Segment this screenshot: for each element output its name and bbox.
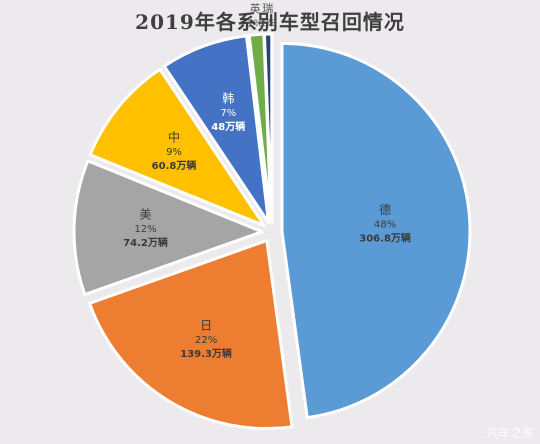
chart-title: 2019年各系别车型召回情况 [135, 10, 405, 34]
slice-label-name: 瑞 [262, 1, 273, 15]
slice-label-amount: 74.2万辆 [123, 236, 168, 249]
slice-label-percent: 12% [134, 224, 156, 235]
slice-label-percent: 1% [260, 18, 276, 29]
slice-label-name: 中 [168, 129, 180, 144]
slice-label-name: 美 [139, 208, 151, 222]
pie-slice-group [72, 159, 264, 297]
pie-slice-group [88, 67, 266, 228]
pie-slice [72, 159, 264, 297]
pie-slice [162, 34, 271, 225]
slice-label-name: 韩 [222, 91, 234, 106]
slice-label-percent: 48% [374, 219, 396, 230]
pie-slice-group [280, 41, 472, 420]
pie-slice [262, 32, 274, 224]
slice-label-percent: 9% [166, 147, 182, 158]
slice-label-amount: 48万辆 [211, 120, 245, 133]
pie-slice-group [162, 34, 271, 225]
watermark: 汽车之家 [485, 426, 534, 440]
slice-label-percent: 1% [247, 19, 263, 30]
slice-label-name: 英 [250, 2, 261, 16]
slice-label-name: 德 [379, 202, 391, 217]
slice-label-percent: 7% [220, 108, 236, 119]
slice-label-percent: 22% [195, 335, 217, 346]
slice-label-name: 日 [200, 319, 212, 333]
slice-label-amount: 306.8万辆 [359, 231, 411, 244]
pie-slice [88, 67, 266, 228]
pie-slice [88, 239, 294, 431]
slice-label-amount: 139.3万辆 [180, 347, 232, 360]
pie-slice-group [262, 32, 274, 224]
pie-slice-group [88, 239, 294, 431]
pie-slice [280, 41, 472, 420]
slice-label-amount: 60.8万辆 [152, 159, 197, 172]
